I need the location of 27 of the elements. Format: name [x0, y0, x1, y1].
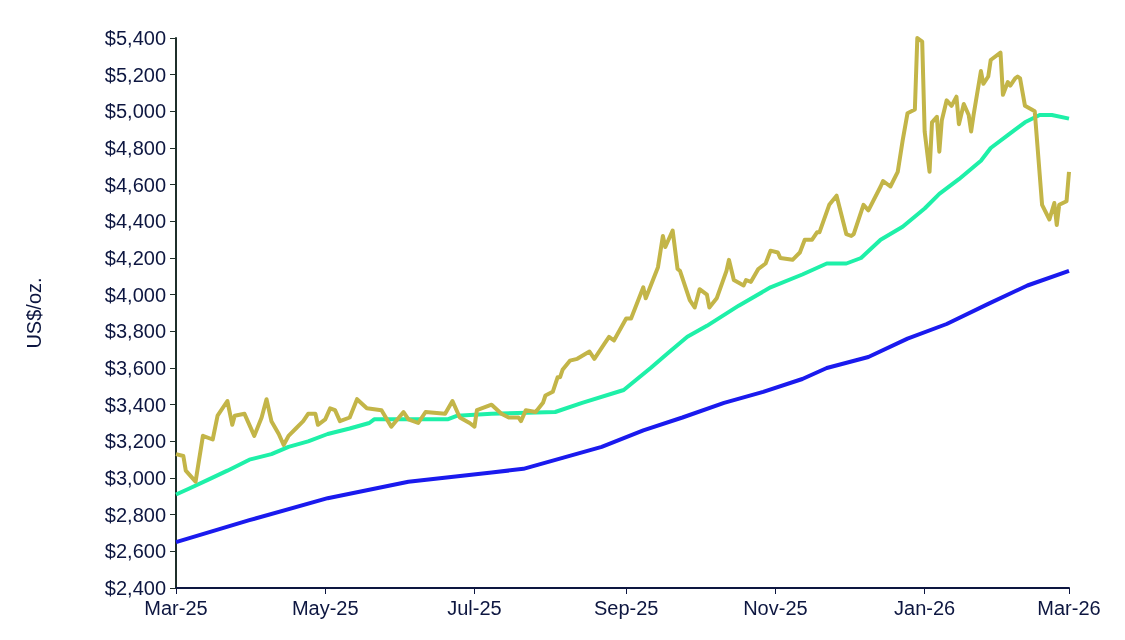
y-tick-label: $2,600	[104, 540, 166, 563]
y-tick-label: $2,400	[104, 577, 166, 599]
y-tick-label: $3,800	[104, 320, 166, 343]
y-tick-label: $4,800	[104, 137, 166, 159]
line-series	[174, 268, 1071, 545]
y-tick-label: $4,200	[104, 247, 166, 269]
x-tick-label: Mar-25	[144, 597, 208, 619]
y-tick-label: $2,800	[104, 503, 166, 526]
y-tick-label: $5,400	[104, 27, 166, 49]
x-tick-label: Jan-26	[894, 597, 956, 619]
x-tick-label: Mar-26	[1037, 597, 1101, 619]
y-tick-label: $4,400	[104, 210, 166, 233]
y-tick-label: $4,000	[104, 283, 166, 306]
y-tick-label: $4,600	[104, 173, 166, 196]
y-tick-label: $5,200	[104, 63, 166, 86]
y-tick-label: $5,000	[104, 100, 166, 123]
x-tick-label: Sep-25	[593, 597, 659, 619]
y-axis-title: US$/oz.	[23, 277, 45, 349]
x-tick-label: Jul-25	[447, 597, 502, 619]
y-tick-label: $3,400	[104, 393, 166, 416]
y-tick-label: $3,200	[104, 430, 166, 453]
y-tick-label: $3,000	[104, 467, 166, 489]
line-series	[174, 36, 1071, 484]
y-tick-label: $3,600	[104, 357, 166, 379]
x-tick-label: May-25	[291, 597, 359, 619]
x-tick-label: Nov-25	[743, 597, 808, 619]
line-series	[174, 113, 1071, 497]
